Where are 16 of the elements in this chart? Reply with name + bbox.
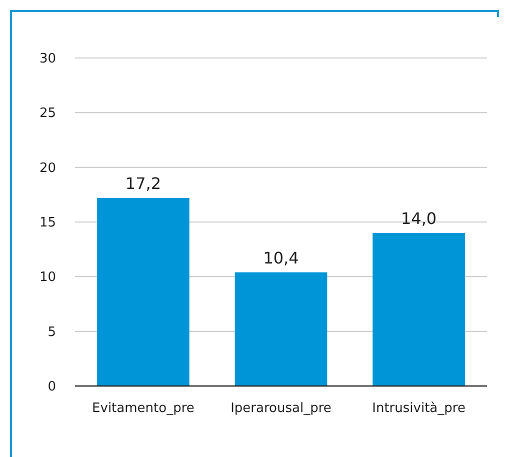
- x-tick-label: Evitamento_pre: [92, 401, 194, 416]
- y-tick-label: 0: [48, 380, 56, 395]
- y-tick-label: 5: [48, 324, 56, 340]
- y-tick-label: 20: [39, 160, 56, 176]
- y-tick-label: 10: [39, 270, 56, 286]
- bar: [234, 272, 328, 386]
- y-tick-label: 15: [39, 216, 56, 231]
- data-label: 14,0: [400, 208, 437, 228]
- x-tick-label: Iperarousal_pre: [230, 401, 332, 416]
- data-label: 17,2: [125, 174, 162, 193]
- y-tick-label: 25: [39, 106, 56, 122]
- y-tick-label: 30: [39, 52, 56, 67]
- x-tick-label: Intrusività_pre: [372, 401, 466, 416]
- bar: [97, 198, 190, 386]
- data-label: 10,4: [263, 248, 299, 268]
- bar: [372, 232, 465, 386]
